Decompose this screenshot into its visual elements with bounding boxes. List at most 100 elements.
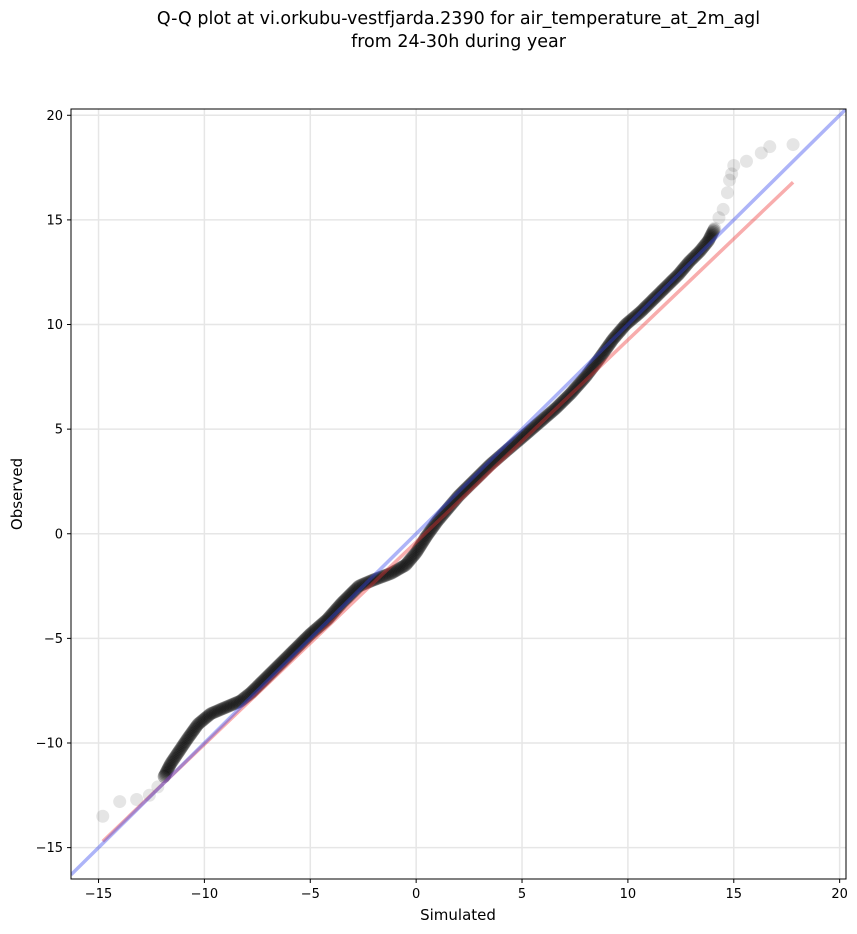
- quantile-point: [563, 388, 577, 402]
- quantile-point: [632, 306, 646, 320]
- quantile-point: [251, 679, 265, 693]
- quantile-point: [420, 529, 434, 543]
- quantile-point: [458, 482, 472, 496]
- quantile-point: [681, 256, 695, 270]
- quantile-point: [230, 695, 244, 709]
- quantile-point: [487, 455, 501, 469]
- quantile-point: [581, 367, 595, 381]
- quantile-point: [419, 530, 433, 544]
- quantile-point: [425, 522, 439, 536]
- quantile-point: [244, 686, 258, 700]
- quantile-point: [573, 376, 587, 390]
- quantile-point: [96, 809, 110, 823]
- quantile-point: [610, 327, 624, 341]
- quantile-point: [307, 624, 321, 638]
- quantile-point: [479, 462, 493, 476]
- quantile-point: [157, 769, 171, 783]
- quantile-point: [607, 331, 621, 345]
- quantile-point: [442, 500, 456, 514]
- quantile-point: [657, 282, 671, 296]
- quantile-point: [167, 751, 181, 765]
- y-tick-label: 5: [55, 423, 63, 438]
- quantile-point: [588, 357, 602, 371]
- quantile-point: [665, 274, 679, 288]
- quantile-point: [716, 202, 730, 216]
- quantile-point: [625, 312, 639, 326]
- quantile-point: [320, 613, 334, 627]
- quantile-point: [315, 617, 329, 631]
- quantile-point: [180, 732, 194, 746]
- quantile-point: [304, 626, 318, 640]
- quantile-point: [159, 767, 173, 781]
- quantile-point: [605, 333, 619, 347]
- quantile-point: [313, 619, 327, 633]
- quantile-point: [158, 768, 172, 782]
- quantile-point: [644, 295, 658, 309]
- quantile-point: [642, 297, 656, 311]
- quantile-point: [504, 440, 518, 454]
- quantile-point: [201, 709, 215, 723]
- quantile-point: [188, 721, 202, 735]
- quantile-point: [452, 489, 465, 503]
- quantile-point: [590, 354, 604, 368]
- quantile-point: [671, 268, 685, 282]
- quantile-point: [353, 578, 367, 592]
- quantile-point: [142, 788, 156, 802]
- quantile-point: [151, 780, 165, 794]
- quantile-point: [275, 655, 289, 669]
- quantile-point: [786, 138, 800, 152]
- quantile-point: [549, 401, 563, 415]
- quantile-point: [601, 339, 615, 353]
- quantile-point: [331, 601, 345, 615]
- quantile-point: [192, 716, 206, 730]
- quantile-point: [217, 701, 231, 715]
- quantile-point: [619, 318, 633, 332]
- quantile-point: [560, 390, 574, 404]
- quantile-point: [705, 227, 719, 241]
- quantile-point: [364, 574, 378, 588]
- quantile-point: [408, 547, 422, 561]
- quantile-point: [703, 231, 717, 245]
- quantile-point: [708, 221, 722, 235]
- quantile-point: [456, 485, 470, 499]
- quantile-point: [266, 664, 280, 678]
- quantile-point: [570, 379, 584, 393]
- quantile-point: [606, 332, 620, 346]
- quantile-point: [474, 467, 488, 481]
- quantile-point: [739, 154, 753, 168]
- quantile-point: [447, 494, 461, 508]
- quantile-point: [163, 758, 177, 772]
- quantile-point: [498, 445, 512, 459]
- quantile-point: [308, 623, 322, 637]
- quantile-point: [210, 704, 224, 718]
- quantile-point: [401, 556, 415, 570]
- quantile-point: [323, 609, 337, 623]
- quantile-point: [667, 272, 681, 286]
- quantile-point: [444, 498, 458, 512]
- quantile-point: [434, 510, 448, 524]
- quantile-point: [551, 399, 565, 413]
- quantile-point: [335, 596, 349, 610]
- quantile-point: [429, 516, 443, 530]
- quantile-point: [534, 414, 548, 428]
- quantile-point: [243, 687, 257, 701]
- quantile-point: [239, 690, 253, 704]
- quantile-point: [701, 234, 715, 248]
- quantile-point: [602, 337, 616, 351]
- quantile-point: [399, 558, 413, 572]
- quantile-point: [639, 299, 653, 313]
- quantile-point: [723, 173, 737, 187]
- quantile-point: [668, 271, 682, 285]
- quantile-point: [282, 648, 296, 662]
- quantile-point: [384, 567, 398, 581]
- quantile-point: [467, 473, 481, 487]
- quantile-point: [495, 447, 509, 461]
- quantile-point: [197, 712, 211, 726]
- quantile-point: [246, 683, 260, 697]
- quantile-point: [278, 652, 292, 666]
- quantile-point: [571, 378, 585, 392]
- quantile-point: [277, 653, 291, 667]
- quantile-point: [572, 377, 586, 391]
- quantile-point: [184, 726, 198, 740]
- quantile-point: [446, 495, 460, 509]
